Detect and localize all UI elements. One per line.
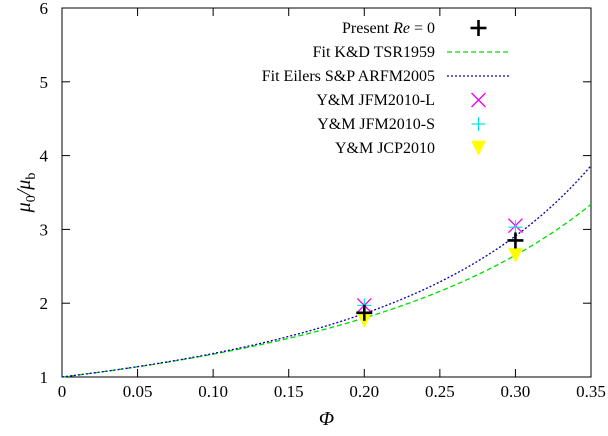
- y-axis-title-part: b: [24, 173, 39, 180]
- x-tick-label: 0.30: [501, 382, 531, 401]
- axes: 0 0.05 0.10 0.15 0.20 0.25 0.30 0.35123456Φμ0/μ…: [13, 0, 606, 430]
- legend-swatch-3-b: [471, 92, 486, 108]
- plot-frame: [61, 7, 592, 378]
- legend-label-part: Re: [392, 20, 410, 37]
- x-tick-label: 0.35: [576, 382, 606, 401]
- data-point-series-5: [508, 247, 523, 263]
- y-tick-label: 4: [40, 147, 49, 166]
- legend-label-part: Present: [342, 20, 393, 37]
- legend-swatch-5: [471, 140, 486, 156]
- legend-label-2: Fit Eilers S&P ARFM2005: [262, 68, 435, 85]
- x-axis-title: Φ: [319, 408, 334, 430]
- y-axis-title-part: 0: [24, 195, 39, 202]
- curves: [61, 165, 592, 378]
- y-tick-label: 5: [40, 73, 49, 92]
- legend-swatch-4: [471, 117, 486, 131]
- y-tick-label: 6: [40, 0, 49, 18]
- legend-label-3: Y&M JFM2010-L: [316, 92, 435, 109]
- y-tick-label: 2: [40, 294, 49, 313]
- legend-label-5: Y&M JCP2010: [335, 140, 435, 157]
- x-tick-label: 0.20: [349, 382, 379, 401]
- data-points: [356, 218, 524, 328]
- y-axis-title: μ0/μb: [13, 173, 39, 214]
- legend-swatch-3: [471, 92, 486, 108]
- y-tick-label: 3: [40, 220, 49, 239]
- legend-label-part: = 0: [410, 20, 435, 37]
- legend-swatch-0: [470, 20, 487, 36]
- data-point-series-0: [507, 232, 524, 249]
- y-axis-title-part: μ: [13, 202, 35, 213]
- legend-label-0: Present Re = 0: [342, 20, 435, 37]
- y-axis-title-part: /μ: [13, 180, 35, 197]
- x-tick-label: 0.10: [198, 382, 228, 401]
- series-curve-2: [61, 165, 592, 378]
- data-point-series-0: [356, 304, 373, 321]
- legend-label-4: Y&M JFM2010-S: [317, 116, 435, 133]
- y-tick-label: 1: [40, 368, 49, 387]
- x-tick-label: 0.25: [425, 382, 455, 401]
- x-tick-label: 0: [58, 382, 67, 401]
- data-point-series-4: [508, 220, 523, 235]
- legend: Present Re = 0 Fit K&D TSR1959 Fit Eilers …: [262, 20, 510, 157]
- x-tick-label: 0.15: [274, 382, 304, 401]
- x-tick-label: 0.05: [123, 382, 153, 401]
- legend-label-1: Fit K&D TSR1959: [313, 44, 435, 61]
